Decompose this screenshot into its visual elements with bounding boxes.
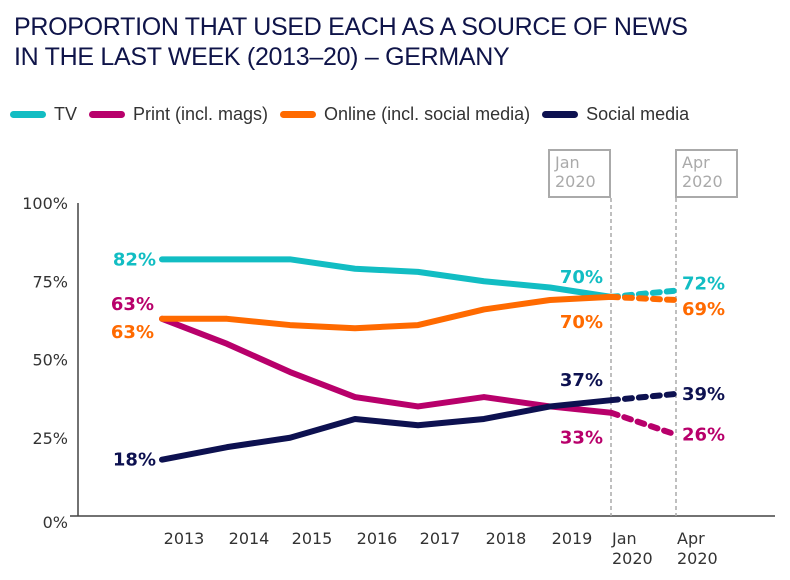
y-tick-label: 0% [43,513,68,532]
x-tick-label: 2013 [164,529,205,548]
series-dashed-line-1 [608,409,679,438]
data-label: 70% [560,267,603,288]
data-label: 70% [560,312,603,333]
data-label: 72% [682,274,725,295]
y-tick-label: 75% [32,272,68,291]
data-label: 63% [111,322,154,343]
series-line-3 [159,397,614,463]
legend-label-print: Print (incl. mags) [133,104,269,124]
legend-item-social: Social media [542,104,689,125]
legend-item-tv: TV [10,104,77,125]
chart-title-line-1: PROPORTION THAT USED EACH AS A SOURCE OF… [14,13,688,41]
x-tick-label: 2020 [677,549,718,568]
data-label: 82% [113,249,156,270]
data-label: 33% [560,428,603,449]
chart-title-line-2: IN THE LAST WEEK (2013–20) – GERMANY [14,43,510,71]
x-tick-label: 2020 [612,549,653,568]
series-line-0 [159,256,614,300]
data-label: 26% [682,425,725,446]
legend-label-online: Online (incl. social media) [324,104,531,124]
legend-label-social: Social media [586,104,690,124]
data-label: 69% [682,299,725,320]
legend-item-print: Print (incl. mags) [89,104,268,125]
x-tick-label: 2017 [420,529,461,548]
y-tick-label: 50% [32,351,68,370]
legend-swatch-print [89,111,126,118]
marker-box-label: 2020 [555,172,596,191]
data-label: 18% [113,450,156,471]
series-line-1 [159,315,614,416]
data-label: 39% [682,384,725,405]
marker-box-label: 2020 [682,172,723,191]
legend-item-online: Online (incl. social media) [280,104,530,125]
marker-box-label: Jan [554,153,580,172]
data-label: 37% [560,370,603,391]
x-tick-label: 2014 [229,529,270,548]
series-dashed-line-2 [608,293,679,304]
legend: TV Print (incl. mags) Online (incl. soci… [10,104,701,125]
x-tick-label: Apr [677,529,705,548]
legend-swatch-social [542,111,579,118]
series-dashed-line-3 [608,390,679,404]
legend-swatch-tv [10,111,46,118]
data-label: 63% [111,294,154,315]
marker-box [548,149,611,198]
x-tick-label: 2016 [357,529,398,548]
y-tick-label: 100% [22,194,68,213]
marker-box [675,149,738,198]
chart-title: PROPORTION THAT USED EACH AS A SOURCE OF… [14,12,688,72]
x-tick-label: Jan [611,529,637,548]
marker-box-label: Apr [682,153,710,172]
x-tick-label: 2015 [292,529,333,548]
series-dashed-line-0 [608,287,679,300]
legend-swatch-online [280,111,317,118]
x-tick-label: 2018 [486,529,527,548]
y-tick-label: 25% [32,429,68,448]
legend-label-tv: TV [54,104,78,124]
x-tick-label: 2019 [552,529,593,548]
series-line-2 [159,293,614,332]
